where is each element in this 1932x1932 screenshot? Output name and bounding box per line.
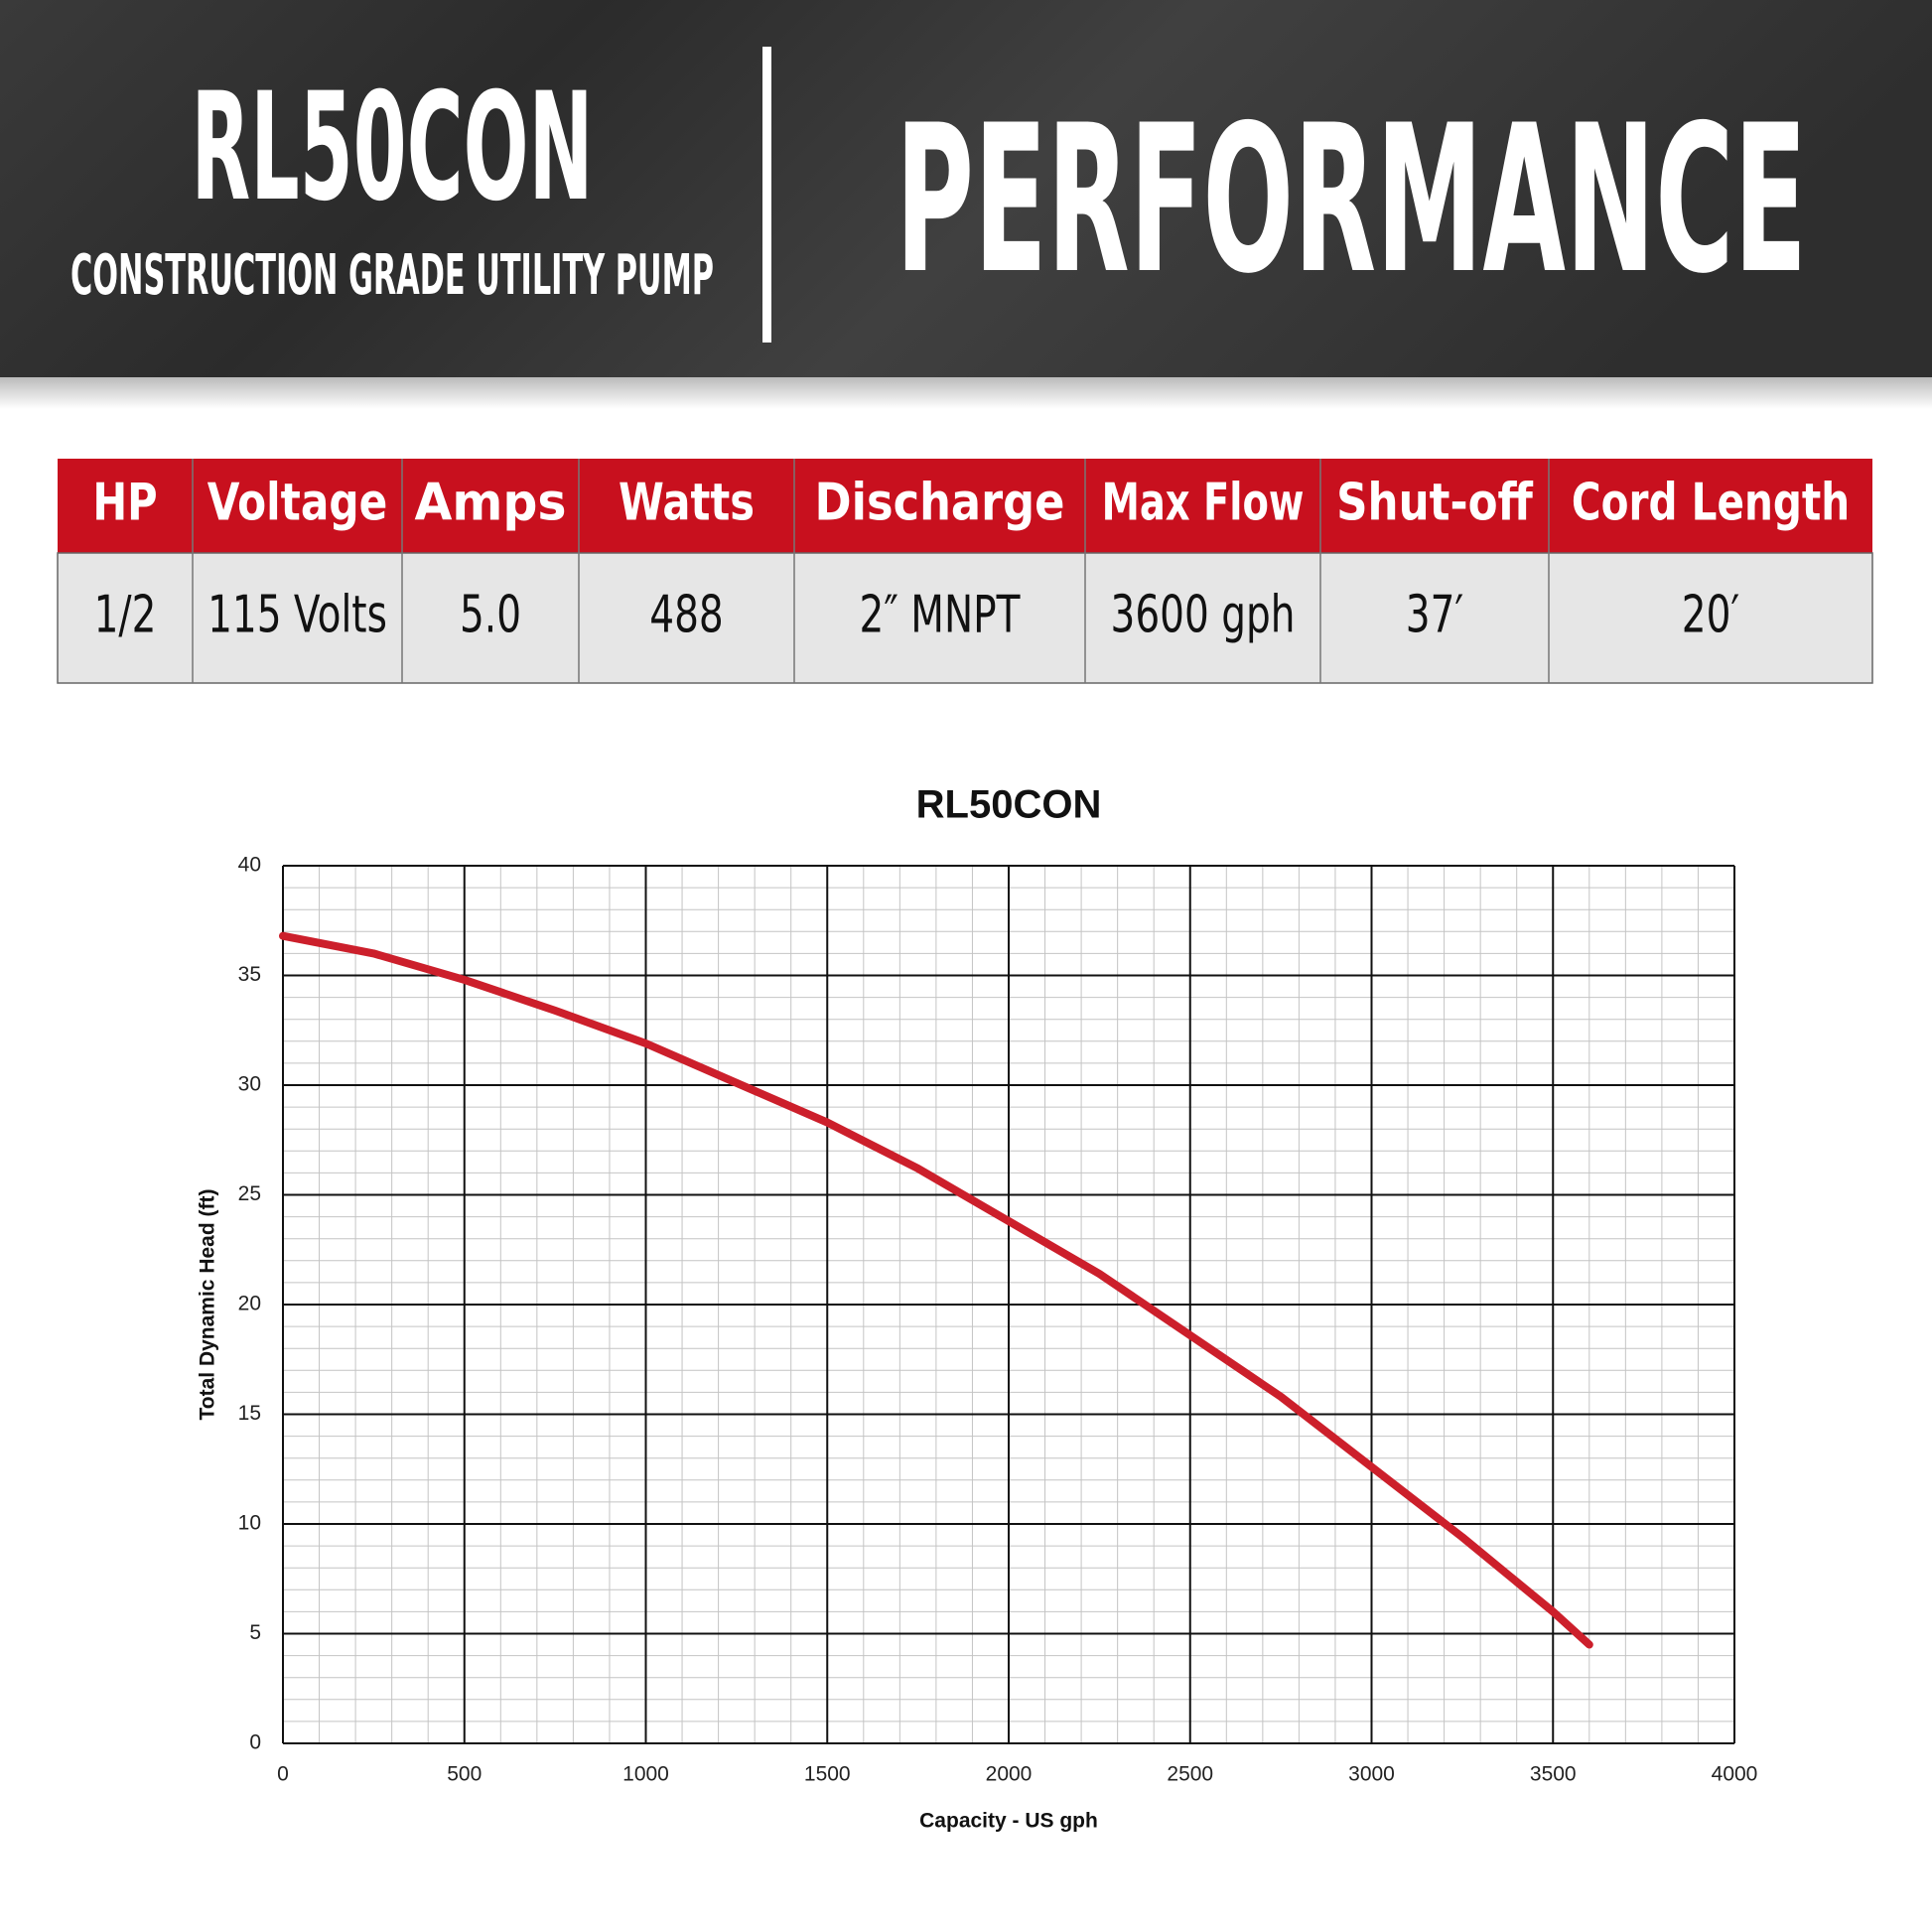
- x-tick-label: 2500: [1167, 1763, 1213, 1786]
- x-tick-label: 1000: [622, 1763, 669, 1786]
- x-tick-label: 3000: [1348, 1763, 1395, 1786]
- divider: [762, 47, 771, 343]
- x-tick-label: 3500: [1530, 1763, 1577, 1786]
- y-tick-label: 25: [238, 1182, 261, 1205]
- table-header-cell: Voltage: [207, 474, 387, 533]
- table-cell: 37′: [1406, 586, 1463, 645]
- chart: RL50CON 0 500 1000 1500 2000 2500 3000 3500 4000 0…: [197, 783, 1758, 1833]
- table-cell: 20′: [1682, 586, 1739, 645]
- series-line: [279, 931, 1593, 1649]
- table-header-cell: Cord Length: [1572, 474, 1850, 533]
- y-axis-label: Total Dynamic Head (ft): [197, 1189, 219, 1421]
- x-tick-label: 500: [447, 1763, 482, 1786]
- table-header-cell: Discharge: [815, 474, 1065, 533]
- y-tick-label: 35: [238, 963, 261, 986]
- model-name: RL50CON: [192, 62, 594, 234]
- y-tick-label: 15: [238, 1402, 261, 1425]
- table-header-cell: Watts: [619, 474, 755, 533]
- page-title: PERFORMANCE: [896, 82, 1807, 319]
- y-tick-label: 40: [238, 854, 261, 877]
- table-cell: 1/2: [94, 586, 157, 645]
- table-header-bg: [58, 459, 1872, 553]
- table-row-bg: [57, 552, 1873, 684]
- spec-table: HP 1/2 Voltage 115 Volts Amps 5.0 Watts 488 Disc…: [57, 459, 1873, 684]
- x-tick-label: 1500: [804, 1763, 851, 1786]
- table-cell: 2″ MNPT: [860, 586, 1021, 645]
- table-header-cell: Shut-off: [1336, 474, 1534, 533]
- chart-title: RL50CON: [916, 783, 1102, 827]
- header-fade: [0, 377, 1932, 409]
- x-axis-label: Capacity - US gph: [919, 1810, 1098, 1833]
- y-tick-label: 0: [249, 1731, 261, 1754]
- table-cell: 488: [649, 586, 723, 645]
- x-tick-label: 0: [277, 1763, 289, 1786]
- x-tick-label: 2000: [986, 1763, 1033, 1786]
- header-background: [0, 0, 1932, 377]
- y-tick-label: 20: [238, 1293, 261, 1315]
- table-cell: 115 Volts: [207, 586, 387, 645]
- y-tick-label: 30: [238, 1073, 261, 1096]
- table-header-cell: Amps: [414, 474, 566, 533]
- x-tick-label: 4000: [1712, 1763, 1758, 1786]
- table-cell: 3600 gph: [1111, 586, 1296, 645]
- table-header-cell: HP: [92, 474, 157, 533]
- table-cell: 5.0: [460, 586, 521, 645]
- y-tick-label: 5: [249, 1621, 261, 1644]
- subtitle: CONSTRUCTION GRADE UTILITY PUMP: [70, 243, 714, 308]
- y-tick-label: 10: [238, 1512, 261, 1535]
- table-header-cell: Max Flow: [1102, 474, 1305, 533]
